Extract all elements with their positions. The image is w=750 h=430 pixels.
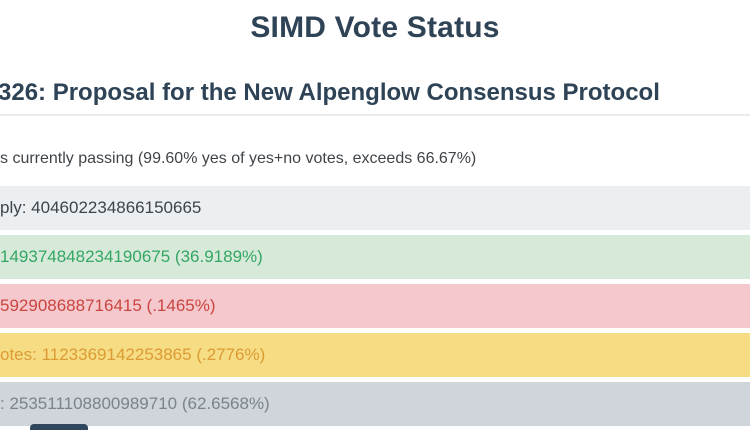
supply-row: ply: 404602234866150665	[0, 186, 750, 230]
vote-row-text: ply: 404602234866150665	[0, 198, 202, 217]
vote-table: ply: 404602234866150665 1493748482341906…	[0, 186, 750, 426]
vote-row-text: 149374848234190675 (36.9189%)	[0, 247, 263, 266]
vote-row-text: : 253511108800989710 (62.6568%)	[0, 394, 270, 413]
not-voted-row: : 253511108800989710 (62.6568%)	[0, 382, 750, 426]
page-title: SIMD Vote Status	[250, 11, 500, 44]
vote-row-text: 592908688716415 (.1465%)	[0, 296, 216, 315]
heading-divider: 326: Proposal for the New Alpenglow Cons…	[0, 78, 750, 116]
abstain-votes-row: otes: 1123369142253865 (.2776%)	[0, 333, 750, 377]
yes-votes-row: 149374848234190675 (36.9189%)	[0, 235, 750, 279]
status-line: s currently passing (99.60% yes of yes+n…	[0, 150, 477, 167]
proposal-heading: 326: Proposal for the New Alpenglow Cons…	[0, 79, 660, 106]
no-votes-row: 592908688716415 (.1465%)	[0, 284, 750, 328]
vote-row-text: otes: 1123369142253865 (.2776%)	[0, 345, 266, 364]
cutoff-action-button[interactable]	[30, 424, 88, 430]
